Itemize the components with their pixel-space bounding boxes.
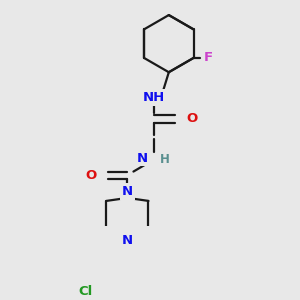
Text: H: H <box>160 153 170 166</box>
Text: Cl: Cl <box>78 286 92 298</box>
Text: O: O <box>186 112 197 125</box>
Text: F: F <box>204 51 213 64</box>
Text: O: O <box>85 169 97 182</box>
Text: NH: NH <box>142 91 165 104</box>
Text: N: N <box>136 152 148 164</box>
Text: N: N <box>122 185 133 198</box>
Text: N: N <box>122 233 133 247</box>
